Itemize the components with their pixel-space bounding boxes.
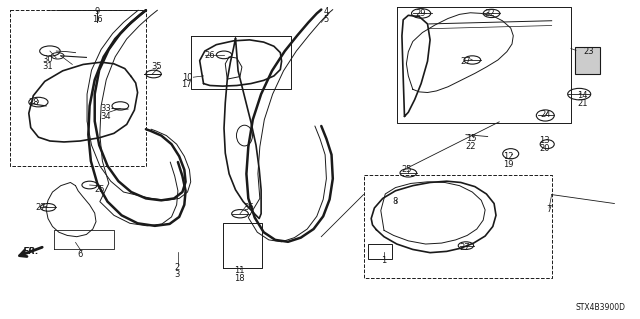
Text: 21: 21 [577, 99, 588, 108]
Text: 1: 1 [381, 256, 387, 265]
Text: 25: 25 [95, 185, 105, 194]
Text: 10: 10 [182, 73, 192, 82]
Text: 15: 15 [466, 134, 476, 143]
Text: 12: 12 [504, 152, 514, 161]
Text: 9: 9 [95, 7, 100, 16]
Text: 16: 16 [92, 15, 102, 24]
Text: 25: 25 [402, 165, 412, 174]
Bar [368, 244, 392, 259]
Text: 20: 20 [540, 145, 550, 153]
Text: 17: 17 [182, 80, 192, 89]
Text: 4: 4 [324, 7, 329, 16]
Text: 5: 5 [324, 15, 329, 24]
Text: 14: 14 [577, 91, 588, 100]
Text: 32: 32 [484, 9, 495, 18]
Text: 34: 34 [100, 112, 111, 121]
Text: 19: 19 [504, 160, 514, 169]
Text: 23: 23 [584, 47, 594, 56]
Text: 27: 27 [461, 57, 471, 66]
Text: 28: 28 [28, 98, 38, 107]
Text: 18: 18 [234, 274, 244, 283]
Text: 27: 27 [460, 243, 470, 252]
Text: STX4B3900D: STX4B3900D [576, 303, 626, 312]
Text: 35: 35 [152, 63, 162, 71]
Text: 30: 30 [43, 55, 53, 63]
Text: 6: 6 [77, 250, 83, 259]
Text: 7: 7 [547, 205, 552, 214]
Text: 33: 33 [100, 104, 111, 113]
Text: 29: 29 [416, 9, 426, 18]
Text: 27: 27 [35, 204, 45, 212]
Text: 2: 2 [175, 263, 180, 271]
Text: 36: 36 [243, 204, 253, 212]
Text: 22: 22 [466, 142, 476, 151]
FancyBboxPatch shape [575, 47, 600, 74]
Text: 26: 26 [205, 51, 215, 60]
Text: FR.: FR. [22, 247, 39, 256]
Text: 13: 13 [540, 137, 550, 145]
Text: 24: 24 [541, 110, 551, 119]
Text: 31: 31 [43, 63, 53, 71]
Text: 3: 3 [175, 270, 180, 279]
Text: 11: 11 [234, 266, 244, 275]
Text: 8: 8 [393, 197, 398, 206]
